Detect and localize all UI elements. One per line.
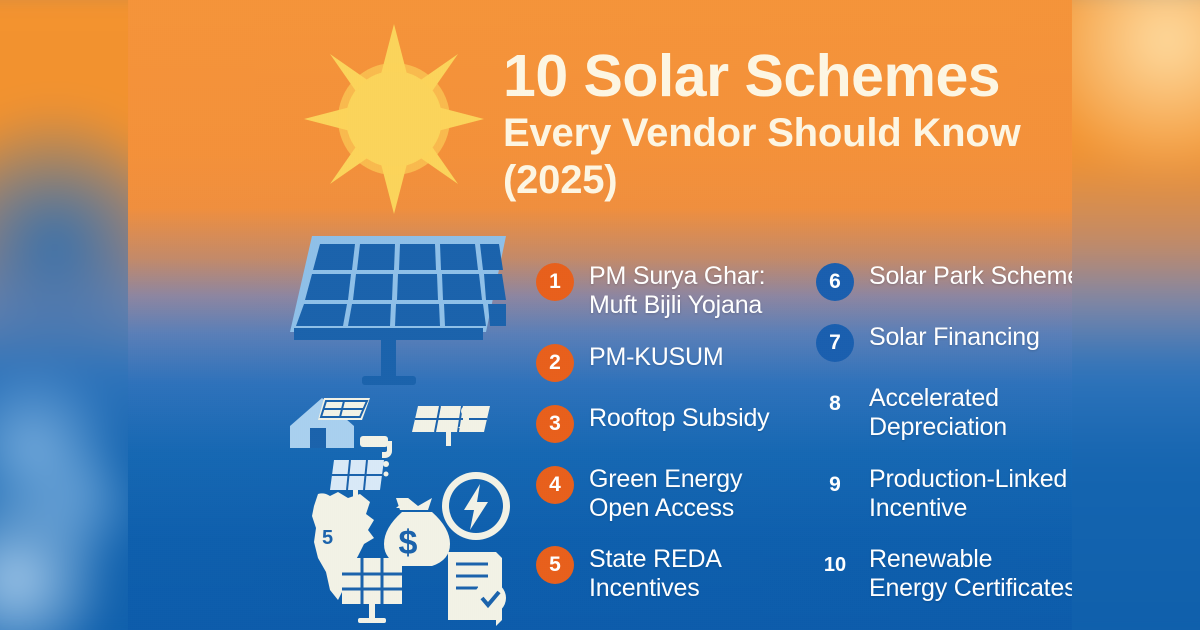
house-with-solar-roof-icon	[290, 398, 370, 448]
solar-panel-icon	[290, 236, 506, 385]
svg-text:$: $	[399, 524, 418, 562]
scheme-label: Renewable Energy Certificates	[869, 545, 1072, 603]
scheme-label: Solar Financing	[869, 323, 1040, 351]
scheme-number-badge: 10	[823, 553, 847, 576]
list-item[interactable]: 10 Renewable Energy Certificates	[816, 545, 1072, 604]
solar-farm-tractor-icon	[412, 405, 490, 446]
scheme-label: Green Energy Open Access	[589, 464, 743, 522]
icon-cluster: 5 $	[290, 398, 510, 626]
scheme-label: PM-KUSUM	[589, 342, 724, 371]
headline-block: 10 Solar Schemes Every Vendor Should Kno…	[503, 46, 1072, 205]
scheme-number-badge: 5	[536, 546, 574, 584]
list-item[interactable]: 6 Solar Park Scheme	[816, 262, 1072, 301]
schemes-right-column: 6 Solar Park Scheme 7 Solar Financing 8 …	[816, 262, 1072, 604]
money-bag-dollar-icon: $	[384, 498, 450, 566]
list-item[interactable]: 7 Solar Financing	[816, 323, 1072, 362]
scheme-number-badge: 8	[829, 392, 841, 415]
schemes-left-column: 1 PM Surya Ghar: Muft Bijli Yojana 2 PM-K…	[536, 262, 808, 604]
lightning-bolt-circle-icon	[442, 472, 510, 540]
list-item[interactable]: 2 PM-KUSUM	[536, 343, 808, 382]
list-item[interactable]: 1 PM Surya Ghar: Muft Bijli Yojana	[536, 262, 808, 321]
svg-text:5: 5	[322, 527, 333, 549]
scheme-label: Solar Park Scheme	[869, 262, 1072, 290]
scheme-label: Accelerated Depreciation	[869, 384, 1007, 442]
list-item[interactable]: 3 Rooftop Subsidy	[536, 404, 808, 443]
list-item[interactable]: 9 Production-Linked Incentive	[816, 465, 1072, 524]
scheme-number-badge: 4	[536, 465, 574, 504]
list-item[interactable]: 4 Green Energy Open Access	[536, 465, 808, 524]
scheme-label: PM Surya Ghar: Muft Bijli Yojana	[589, 262, 766, 320]
scheme-number-badge: 9	[829, 472, 841, 496]
india-map-icon: 5	[312, 492, 374, 600]
sun-icon	[304, 24, 484, 214]
list-item[interactable]: 5 State REDA Incentives	[536, 545, 808, 604]
infographic-panel: 10 Solar Schemes Every Vendor Should Kno…	[128, 0, 1072, 630]
solar-panel-grid-icon	[342, 558, 402, 623]
list-item[interactable]: 8 Accelerated Depreciation	[816, 384, 1072, 443]
scheme-number-badge: 6	[816, 263, 854, 301]
page-year: (2025)	[503, 158, 618, 203]
scheme-label: Production-Linked Incentive	[869, 464, 1068, 522]
scheme-label: Rooftop Subsidy	[589, 403, 770, 432]
scheme-number-badge: 2	[536, 343, 574, 382]
page-subtitle: Every Vendor Should Know	[503, 111, 1021, 156]
scheme-number-badge: 7	[816, 324, 854, 362]
certificate-check-icon	[448, 552, 506, 626]
page-title: 10 Solar Schemes	[503, 43, 1001, 109]
scheme-number-badge: 3	[536, 404, 574, 443]
scheme-number-badge: 1	[536, 263, 574, 301]
scheme-label: State REDA Incentives	[589, 545, 722, 603]
